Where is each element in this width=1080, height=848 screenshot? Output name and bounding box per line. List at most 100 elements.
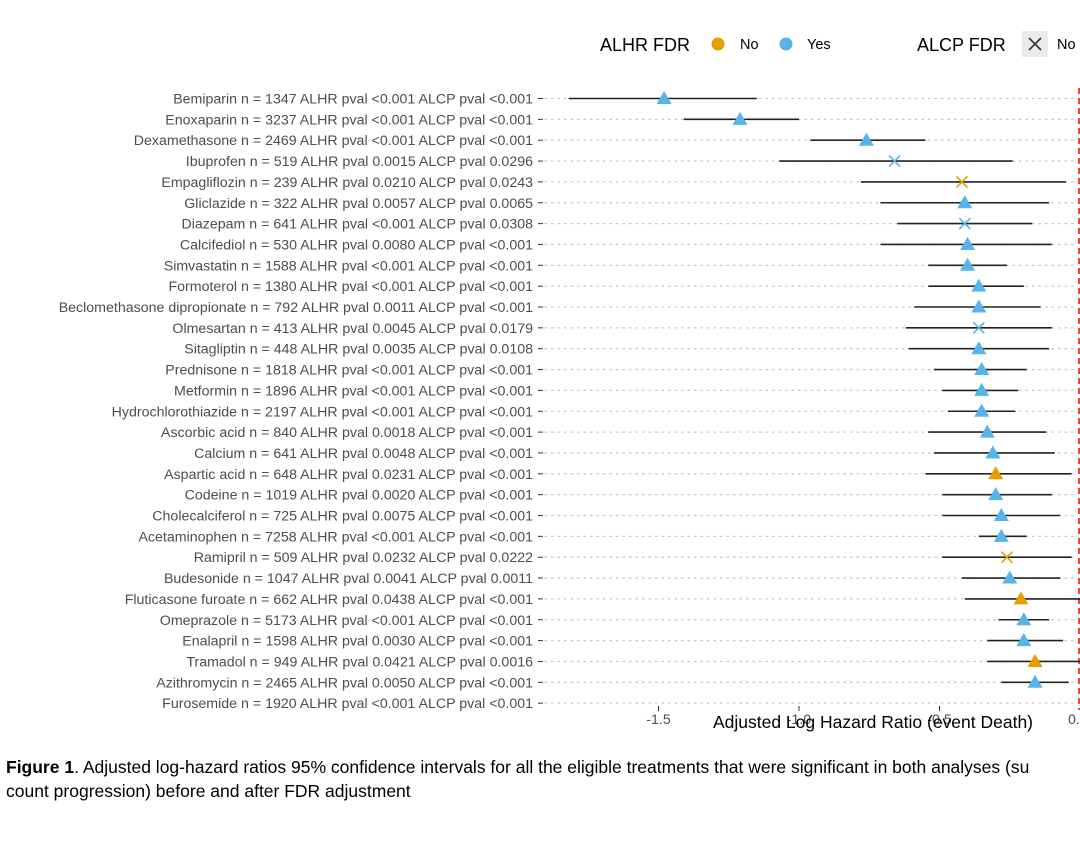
point-estimate-triangle [993, 528, 1009, 542]
point-estimate-triangle [960, 236, 976, 250]
point-estimate-triangle [1016, 612, 1032, 626]
point-estimate-triangle [957, 195, 973, 209]
row-label: Aspartic acid n = 648 ALHR pval 0.0231 A… [164, 467, 533, 483]
forest-row: Metformin n = 1896 ALHR pval <0.001 ALCP… [174, 382, 1076, 399]
row-label: Enalapril n = 1598 ALHR pval 0.0030 ALCP… [182, 634, 533, 650]
row-label: Olmesartan n = 413 ALHR pval 0.0045 ALCP… [172, 321, 533, 337]
row-label: Dexamethasone n = 2469 ALHR pval <0.001 … [134, 133, 533, 149]
point-estimate-triangle [858, 132, 874, 146]
point-estimate-triangle [1016, 633, 1032, 647]
legend-no-label: No [740, 37, 759, 53]
legend-no-swatch [711, 37, 725, 51]
row-label: Omeprazole n = 5173 ALHR pval <0.001 ALC… [160, 613, 533, 629]
x-tick-label: -1.5 [646, 712, 671, 728]
forest-row: Fluticasone furoate n = 662 ALHR pval 0.… [125, 591, 1080, 608]
forest-row: Formoterol n = 1380 ALHR pval <0.001 ALC… [168, 278, 1076, 295]
point-estimate-triangle [656, 91, 672, 104]
row-label: Sitagliptin n = 448 ALHR pval 0.0035 ALC… [184, 342, 533, 358]
row-label: Enoxaparin n = 3237 ALHR pval <0.001 ALC… [165, 112, 533, 128]
row-label: Gliclazide n = 322 ALHR pval 0.0057 ALCP… [184, 196, 533, 212]
legend-yes-label: Yes [807, 37, 831, 53]
row-label: Fluticasone furoate n = 662 ALHR pval 0.… [125, 592, 533, 608]
forest-row: Bemiparin n = 1347 ALHR pval <0.001 ALCP… [173, 91, 1076, 108]
row-label: Calcium n = 641 ALHR pval 0.0048 ALCP pv… [194, 446, 533, 462]
point-estimate-triangle [988, 487, 1004, 501]
rows-layer: Bemiparin n = 1347 ALHR pval <0.001 ALCP… [59, 88, 1080, 712]
point-estimate-cross [958, 217, 971, 230]
legend: ALHR FDR No Yes ALCP FDR No [600, 31, 1076, 57]
row-label: Calcifediol n = 530 ALHR pval 0.0080 ALC… [180, 237, 533, 253]
forest-row: Cholecalciferol n = 725 ALHR pval 0.0075… [152, 508, 1076, 525]
caption-line-1: Figure 1. Adjusted log-hazard ratios 95%… [6, 755, 1080, 779]
forest-row: Gliclazide n = 322 ALHR pval 0.0057 ALCP… [184, 195, 1076, 212]
caption-text-1: . Adjusted log-hazard ratios 95% confide… [74, 757, 1030, 777]
row-label: Ramipril n = 509 ALHR pval 0.0232 ALCP p… [194, 550, 533, 566]
row-label: Ibuprofen n = 519 ALHR pval 0.0015 ALCP … [186, 154, 533, 170]
caption-line-2: count progression) before and after FDR … [6, 781, 411, 801]
point-estimate-cross [888, 154, 901, 168]
forest-row: Hydrochlorothiazide n = 2197 ALHR pval <… [112, 403, 1076, 420]
row-label: Codeine n = 1019 ALHR pval 0.0020 ALCP p… [185, 488, 533, 504]
row-label: Budesonide n = 1047 ALHR pval 0.0041 ALC… [164, 571, 533, 587]
row-label: Furosemide n = 1920 ALHR pval <0.001 ALC… [162, 696, 533, 712]
caption-label: Figure 1 [6, 757, 75, 777]
legend-shape-title: ALCP FDR [917, 35, 1006, 55]
point-estimate-triangle [960, 257, 976, 271]
row-label: Acetaminophen n = 7258 ALHR pval <0.001 … [138, 529, 533, 545]
row-label: Azithromycin n = 2465 ALHR pval 0.0050 A… [156, 675, 533, 691]
row-label: Metformin n = 1896 ALHR pval <0.001 ALCP… [174, 383, 533, 399]
point-estimate-triangle [732, 111, 748, 125]
forest-row: Budesonide n = 1047 ALHR pval 0.0041 ALC… [164, 570, 1076, 587]
point-estimate-triangle [985, 445, 1001, 459]
point-estimate-triangle [971, 299, 987, 313]
row-label: Diazepam n = 641 ALHR pval <0.001 ALCP p… [181, 217, 533, 233]
legend-yes-swatch [779, 37, 793, 51]
forest-row: Azithromycin n = 2465 ALHR pval 0.0050 A… [156, 674, 1076, 691]
forest-row: Enalapril n = 1598 ALHR pval 0.0030 ALCP… [182, 633, 1076, 650]
point-estimate-cross [1000, 551, 1014, 564]
x-tick-label-cut: 0. [1068, 712, 1080, 728]
forest-row: Prednisone n = 1818 ALHR pval <0.001 ALC… [165, 362, 1076, 379]
x-tick-label: -0.5 [927, 712, 952, 728]
row-label: Ascorbic acid n = 840 ALHR pval 0.0018 A… [161, 425, 533, 441]
point-estimate-triangle [1027, 653, 1043, 667]
point-estimate-triangle [974, 382, 990, 396]
forest-row: Tramadol n = 949 ALHR pval 0.0421 ALCP p… [186, 653, 1080, 670]
forest-row: Acetaminophen n = 7258 ALHR pval <0.001 … [138, 528, 1076, 545]
forest-row: Calcifediol n = 530 ALHR pval 0.0080 ALC… [180, 236, 1076, 253]
point-estimate-triangle [1027, 674, 1043, 688]
figure-caption: Figure 1. Adjusted log-hazard ratios 95%… [6, 755, 1080, 815]
point-estimate-triangle [1013, 591, 1029, 605]
x-tick-label: -1.0 [787, 712, 812, 728]
row-label: Bemiparin n = 1347 ALHR pval <0.001 ALCP… [173, 92, 533, 108]
forest-row: Sitagliptin n = 448 ALHR pval 0.0035 ALC… [184, 341, 1076, 358]
forest-row: Empagliflozin n = 239 ALHR pval 0.0210 A… [161, 175, 1076, 191]
point-estimate-triangle [979, 424, 995, 438]
forest-row: Beclomethasone dipropionate n = 792 ALHR… [59, 299, 1076, 316]
point-estimate-triangle [974, 362, 990, 376]
point-estimate-triangle [988, 466, 1004, 480]
legend-cross-icon [1028, 37, 1042, 51]
x-axis: -1.5 -1.0 -0.5 0. [646, 706, 1080, 728]
point-estimate-triangle [971, 341, 987, 355]
row-label: Beclomethasone dipropionate n = 792 ALHR… [59, 300, 533, 316]
forest-row: Calcium n = 641 ALHR pval 0.0048 ALCP pv… [194, 445, 1076, 462]
forest-row: Ascorbic acid n = 840 ALHR pval 0.0018 A… [161, 424, 1076, 441]
point-estimate-cross [972, 321, 985, 334]
point-estimate-triangle [971, 278, 987, 292]
forest-row: Enoxaparin n = 3237 ALHR pval <0.001 ALC… [165, 111, 1076, 128]
forest-row: Olmesartan n = 413 ALHR pval 0.0045 ALCP… [172, 321, 1076, 337]
row-label: Prednisone n = 1818 ALHR pval <0.001 ALC… [165, 363, 533, 379]
point-estimate-triangle [974, 403, 990, 417]
forest-row: Omeprazole n = 5173 ALHR pval <0.001 ALC… [160, 612, 1076, 629]
row-label: Formoterol n = 1380 ALHR pval <0.001 ALC… [168, 279, 533, 295]
legend-color-title: ALHR FDR [600, 35, 690, 55]
forest-row: Aspartic acid n = 648 ALHR pval 0.0231 A… [164, 466, 1076, 483]
forest-row: Ibuprofen n = 519 ALHR pval 0.0015 ALCP … [186, 154, 1076, 170]
point-estimate-triangle [993, 508, 1009, 521]
forest-row: Codeine n = 1019 ALHR pval 0.0020 ALCP p… [185, 487, 1076, 504]
point-estimate-triangle [1002, 570, 1018, 584]
forest-row: Dexamethasone n = 2469 ALHR pval <0.001 … [134, 132, 1076, 149]
row-label: Simvastatin n = 1588 ALHR pval <0.001 AL… [164, 258, 533, 274]
row-label: Empagliflozin n = 239 ALHR pval 0.0210 A… [161, 175, 533, 191]
